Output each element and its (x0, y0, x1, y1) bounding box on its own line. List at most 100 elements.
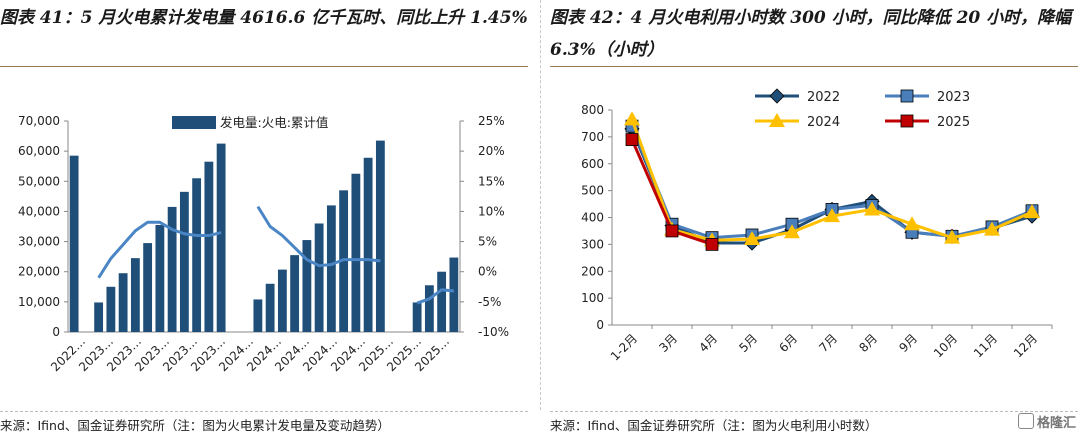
left-source-note: 来源：Ifind、国金证券研究所（注：图为火电累计发电量及变动趋势） (0, 411, 528, 434)
series-2025-point (625, 133, 639, 146)
series-2025-point (705, 237, 719, 251)
series-2024-point (824, 208, 840, 223)
right-y-tick-label: -5% (478, 295, 501, 309)
series-2024-point (624, 111, 640, 126)
x-tick-label: 11月 (971, 331, 1000, 360)
x-tick-label: 3月 (656, 331, 680, 355)
x-tick-label: 4月 (696, 331, 720, 355)
bar-cumulative-generation (265, 283, 275, 332)
bar-cumulative-generation (290, 255, 300, 332)
bar-cumulative-generation (106, 286, 116, 332)
y-tick-label: 400 (581, 211, 604, 225)
yoy-line-segment (97, 220, 222, 279)
bar-cumulative-generation (351, 173, 361, 332)
x-tick-label: 7月 (816, 331, 840, 355)
bar-cumulative-generation (363, 157, 373, 332)
y-tick-label: 800 (581, 103, 604, 117)
y-tick-label: 300 (581, 237, 604, 251)
series-2025-point (665, 224, 679, 238)
legend-label-2025: 2025 (937, 115, 970, 130)
bar-cumulative-generation (118, 273, 128, 332)
series-2024-point (1024, 204, 1040, 219)
bar-cumulative-generation (143, 243, 153, 332)
bar-cumulative-generation (437, 271, 447, 332)
right-chart-title: 图表 42：4 月火电利用小时数 300 小时，同比降低 20 小时，降幅 6.… (550, 8, 1072, 60)
left-y-tick-label: 70,000 (18, 114, 60, 128)
x-tick-label: 8月 (856, 331, 880, 355)
legend-label-2024: 2024 (807, 115, 840, 130)
bar-cumulative-generation (326, 205, 336, 332)
left-y-tick-label: 40,000 (18, 204, 60, 218)
y-tick-label: 700 (581, 130, 604, 144)
legend-swatch-bar (172, 116, 216, 129)
y-tick-label: 0 (596, 318, 604, 332)
left-y-tick-label: 0 (52, 325, 60, 339)
left-y-tick-label: 60,000 (18, 144, 60, 158)
y-tick-label: 100 (581, 291, 604, 305)
legend-label-bar: 发电量:火电:累计值 (220, 115, 328, 130)
bar-cumulative-generation (130, 258, 140, 332)
right-chart-svg: 0 100 200 300 400 500 600 700 800 1-2月 3月 4月 5月 6月 7月 8… (581, 88, 1053, 363)
series-2024-point (864, 201, 880, 216)
x-tick-label: 9月 (896, 331, 920, 355)
series-2024-point (904, 216, 920, 231)
left-y-tick-label: 50,000 (18, 174, 60, 188)
legend-marker-2025 (900, 114, 914, 128)
right-y-tick-label: 25% (478, 114, 505, 128)
legend-marker-2022 (769, 88, 785, 104)
series-2022-line (630, 128, 1033, 245)
bar-cumulative-generation (277, 269, 287, 332)
right-y-tick-label: -10% (478, 325, 509, 339)
bar-cumulative-generation (94, 302, 104, 332)
series-2024-point (984, 221, 1000, 236)
bar-cumulative-generation (314, 223, 324, 332)
legend-marker-2024 (769, 113, 785, 127)
left-y-tick-label: 30,000 (18, 235, 60, 249)
bar-cumulative-generation (375, 140, 385, 332)
yoy-line-segment (256, 205, 381, 268)
watermark-text: 格隆汇 (1036, 416, 1076, 431)
watermark: 格隆汇 (1017, 412, 1076, 431)
x-tick-label: 10月 (931, 331, 960, 360)
bar-cumulative-generation (424, 285, 434, 332)
left-y-tick-label: 10,000 (18, 295, 60, 309)
yoy-line-segment (416, 288, 455, 305)
panel-divider (540, 0, 541, 410)
right-chart-panel: 图表 42：4 月火电利用小时数 300 小时，同比降低 20 小时，降幅 6.… (550, 0, 1080, 439)
x-tick-label: 6月 (776, 331, 800, 355)
series-2024-point (784, 224, 800, 239)
bar-cumulative-generation (216, 143, 226, 332)
series-2024-line (630, 118, 1033, 242)
watermark-logo-icon (1017, 413, 1034, 429)
x-tick-label: 12月 (1011, 331, 1040, 360)
legend-label-2022: 2022 (807, 90, 840, 105)
bar-cumulative-generation (253, 299, 263, 332)
right-y-tick-label: 20% (478, 144, 505, 158)
left-chart-svg: 0 10,000 20,000 30,000 40,000 50,000 60,000 70,… (18, 114, 509, 374)
right-y-tick-label: 5% (478, 235, 497, 249)
legend-label-2023: 2023 (937, 90, 970, 105)
x-tick-label: 5月 (736, 331, 760, 355)
bar-cumulative-generation (302, 240, 312, 332)
bar-cumulative-generation (204, 161, 214, 332)
bar-cumulative-generation (412, 302, 422, 332)
left-chart-panel: 图表 41：5 月火电累计发电量 4616.6 亿千瓦时、同比上升 1.45% … (0, 0, 530, 439)
bar-cumulative-generation (179, 191, 189, 332)
series-2024-point (944, 229, 960, 244)
left-chart-title: 图表 41：5 月火电累计发电量 4616.6 亿千瓦时、同比上升 1.45% (0, 8, 528, 28)
right-title-rule (550, 66, 1078, 67)
bar-cumulative-generation (69, 155, 79, 332)
y-tick-label: 200 (581, 264, 604, 278)
right-y-tick-label: 0% (478, 265, 497, 279)
legend-marker-2023 (900, 89, 914, 103)
bar-cumulative-generation (449, 257, 459, 332)
bar-cumulative-generation (192, 178, 202, 332)
x-tick-label: 1-2月 (608, 331, 640, 363)
right-source-note: 来源：Ifind、国金证券研究所（注：图为火电利用小时数） (550, 411, 1078, 434)
right-y-tick-label: 15% (478, 174, 505, 188)
left-y-tick-label: 20,000 (18, 265, 60, 279)
series-2024-point (744, 231, 760, 245)
y-tick-label: 500 (581, 184, 604, 198)
bar-cumulative-generation (155, 224, 165, 332)
left-title-rule (0, 66, 528, 67)
